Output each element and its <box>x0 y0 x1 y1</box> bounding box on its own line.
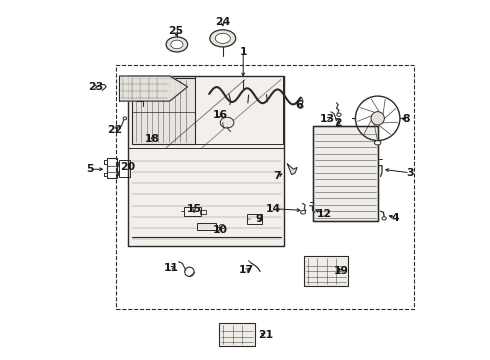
Ellipse shape <box>337 113 341 116</box>
Bar <box>196 223 216 230</box>
Text: 2: 2 <box>335 118 342 128</box>
Ellipse shape <box>123 117 126 120</box>
Polygon shape <box>132 78 195 144</box>
Bar <box>219 323 255 346</box>
Bar <box>120 160 130 177</box>
Text: 25: 25 <box>169 26 184 36</box>
Text: 11: 11 <box>164 263 179 273</box>
Text: 9: 9 <box>256 215 263 224</box>
Text: 12: 12 <box>317 209 331 219</box>
Text: 15: 15 <box>187 204 201 215</box>
Text: 19: 19 <box>334 266 348 276</box>
Text: 10: 10 <box>212 225 227 235</box>
Text: 18: 18 <box>145 134 160 144</box>
Text: 4: 4 <box>392 213 399 222</box>
Text: 17: 17 <box>239 265 254 275</box>
Ellipse shape <box>171 40 183 49</box>
Text: 7: 7 <box>273 171 281 181</box>
Polygon shape <box>287 164 297 175</box>
Ellipse shape <box>210 30 236 47</box>
Bar <box>313 126 378 221</box>
Text: 6: 6 <box>295 100 303 110</box>
Ellipse shape <box>300 211 306 214</box>
Bar <box>116 65 414 309</box>
Text: 23: 23 <box>88 82 103 92</box>
Text: 5: 5 <box>86 164 94 174</box>
Ellipse shape <box>215 33 230 43</box>
Text: 22: 22 <box>107 125 122 135</box>
Bar <box>304 256 348 286</box>
Bar <box>184 207 201 216</box>
Text: 3: 3 <box>406 168 414 178</box>
Polygon shape <box>128 76 285 246</box>
Text: 1: 1 <box>240 46 247 57</box>
Ellipse shape <box>382 217 386 220</box>
Text: 8: 8 <box>403 114 410 124</box>
Ellipse shape <box>220 117 234 128</box>
Text: 16: 16 <box>212 111 227 121</box>
Polygon shape <box>120 76 188 101</box>
Ellipse shape <box>219 225 225 229</box>
Ellipse shape <box>374 141 381 145</box>
Circle shape <box>371 112 384 125</box>
Bar <box>247 214 262 224</box>
Text: 14: 14 <box>266 204 281 214</box>
Bar <box>195 76 283 144</box>
Text: 20: 20 <box>120 162 135 172</box>
Bar <box>107 158 117 178</box>
Text: 24: 24 <box>215 17 230 27</box>
Text: 21: 21 <box>258 330 273 340</box>
Text: 13: 13 <box>320 114 335 124</box>
Bar <box>200 210 206 215</box>
Ellipse shape <box>298 105 303 108</box>
Ellipse shape <box>166 37 188 52</box>
